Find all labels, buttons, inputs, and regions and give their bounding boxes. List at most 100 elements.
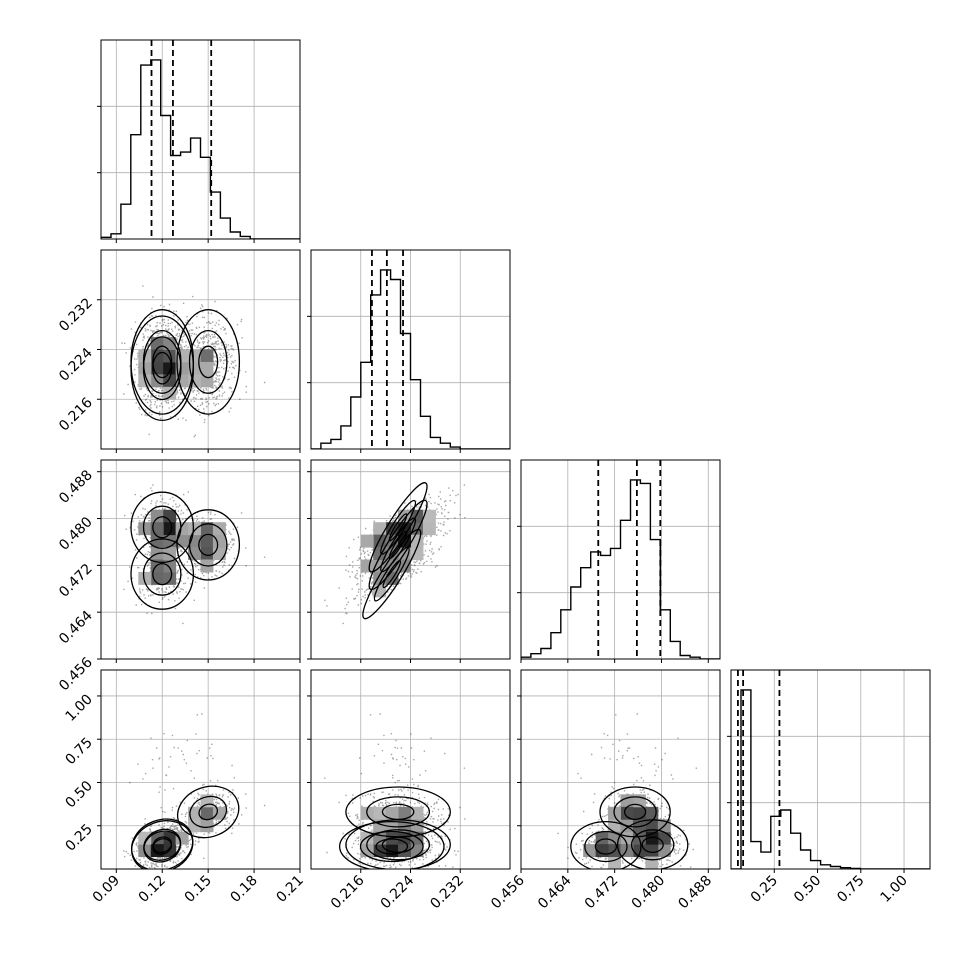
- density-cell: [138, 361, 152, 375]
- density-cell: [163, 831, 177, 845]
- x-tick-label: 0.09: [90, 873, 123, 906]
- density-cell: [163, 522, 177, 536]
- density-cell: [163, 337, 177, 350]
- histogram-2: [521, 479, 720, 659]
- density-cell: [188, 349, 201, 363]
- axes-frame: [520, 669, 721, 870]
- contours: [570, 786, 689, 869]
- density-cell: [150, 361, 164, 375]
- y-tick-label: 0.488: [56, 467, 96, 507]
- density-cell: [200, 361, 214, 375]
- contour-ring: [366, 829, 431, 861]
- x-tick-label: 0.488: [675, 873, 715, 913]
- panel-1-0: 0.216 0.224 0.232: [56, 249, 301, 453]
- panel-3-1: 0.216 0.224 0.232: [307, 669, 511, 913]
- x-tick-label: 0.224: [378, 872, 418, 912]
- density-cell: [163, 361, 177, 375]
- density-cell: [175, 522, 189, 536]
- density-cell: [200, 806, 214, 820]
- histogram-1: [311, 269, 510, 449]
- density-cell: [163, 571, 177, 585]
- density-cell: [620, 806, 634, 820]
- contour-ring: [176, 509, 241, 581]
- density-cell: [163, 509, 177, 523]
- contour-ring: [375, 838, 409, 855]
- density-cells: [583, 794, 671, 869]
- contours: [130, 491, 241, 610]
- y-tick-label: 0.75: [62, 735, 95, 768]
- density-cell: [163, 386, 177, 400]
- axes-frame: [520, 459, 721, 660]
- density-cell: [212, 806, 226, 820]
- contour-ring: [630, 829, 675, 861]
- density-cell: [583, 844, 597, 858]
- density-cell: [385, 819, 399, 833]
- y-tick-label: 0.232: [56, 295, 96, 335]
- x-tick-label: 0.12: [136, 873, 169, 906]
- panel-3-2: 0.456 0.464 0.472 0.480 0.488: [488, 669, 721, 913]
- panel-1-1: [307, 249, 511, 453]
- contour-ring: [613, 796, 657, 828]
- y-tick-label: 0.50: [62, 778, 95, 811]
- density-cell: [200, 547, 214, 560]
- density-cell: [360, 559, 374, 573]
- contour-ring: [368, 499, 428, 591]
- contour-ring: [152, 351, 173, 385]
- contour-ring: [189, 795, 228, 829]
- scatter-3-2: [557, 713, 697, 869]
- contour-ring: [130, 491, 195, 564]
- contour-ring: [380, 517, 417, 573]
- axes-frame: [100, 39, 301, 240]
- x-tick-label: 0.21: [273, 873, 306, 906]
- density-cell: [608, 856, 621, 869]
- contour-ring: [584, 830, 628, 863]
- density-cell: [422, 522, 436, 536]
- contour-ring: [198, 533, 219, 557]
- contour-ring: [142, 552, 182, 596]
- contour-ring: [188, 329, 228, 394]
- contour-ring: [362, 528, 422, 620]
- x-tick-label: 0.464: [535, 872, 575, 912]
- contour-ring: [152, 838, 173, 855]
- density-cell: [188, 819, 201, 833]
- y-tick-label: 0.472: [56, 561, 96, 601]
- density-cell: [175, 831, 189, 845]
- contour-ring: [388, 530, 408, 559]
- y-tick-label: 0.464: [56, 608, 96, 648]
- x-tick-label: 0.18: [228, 873, 261, 906]
- contour-ring: [198, 803, 219, 821]
- panel-2-1: [307, 459, 511, 663]
- y-tick-label: 1.00: [62, 691, 95, 724]
- x-tick-label: 0.480: [629, 873, 669, 913]
- contour-ring: [198, 345, 219, 379]
- x-tick-label: 0.232: [427, 873, 467, 913]
- density-cell: [188, 534, 201, 548]
- scatter-2-0: [123, 484, 266, 625]
- x-tick-label: 0.50: [791, 873, 824, 906]
- grid: [101, 40, 300, 239]
- contours: [131, 785, 240, 869]
- density-cell: [200, 522, 214, 536]
- density-cell: [138, 831, 152, 845]
- contour-ring: [152, 516, 173, 539]
- grid: [521, 460, 720, 659]
- contour-ring: [381, 803, 415, 821]
- contour-ring: [130, 538, 195, 610]
- scatter-1-0: [121, 285, 266, 438]
- contour-ring: [359, 830, 424, 863]
- scatter-3-0: [123, 713, 266, 869]
- contour-ring: [152, 562, 173, 586]
- density-cell: [657, 844, 671, 858]
- panel-2-2: [517, 459, 721, 663]
- contour-ring: [142, 336, 182, 401]
- x-tick-label: 0.472: [582, 873, 622, 913]
- density-cell: [373, 522, 387, 536]
- panel-0-0: [97, 39, 301, 243]
- grid: [101, 670, 300, 869]
- scatter-3-1: [324, 713, 466, 869]
- grid: [731, 670, 930, 869]
- density-cell: [188, 547, 201, 560]
- contour-ring: [599, 786, 671, 838]
- density-cell: [138, 522, 152, 536]
- contour-ring: [594, 838, 618, 855]
